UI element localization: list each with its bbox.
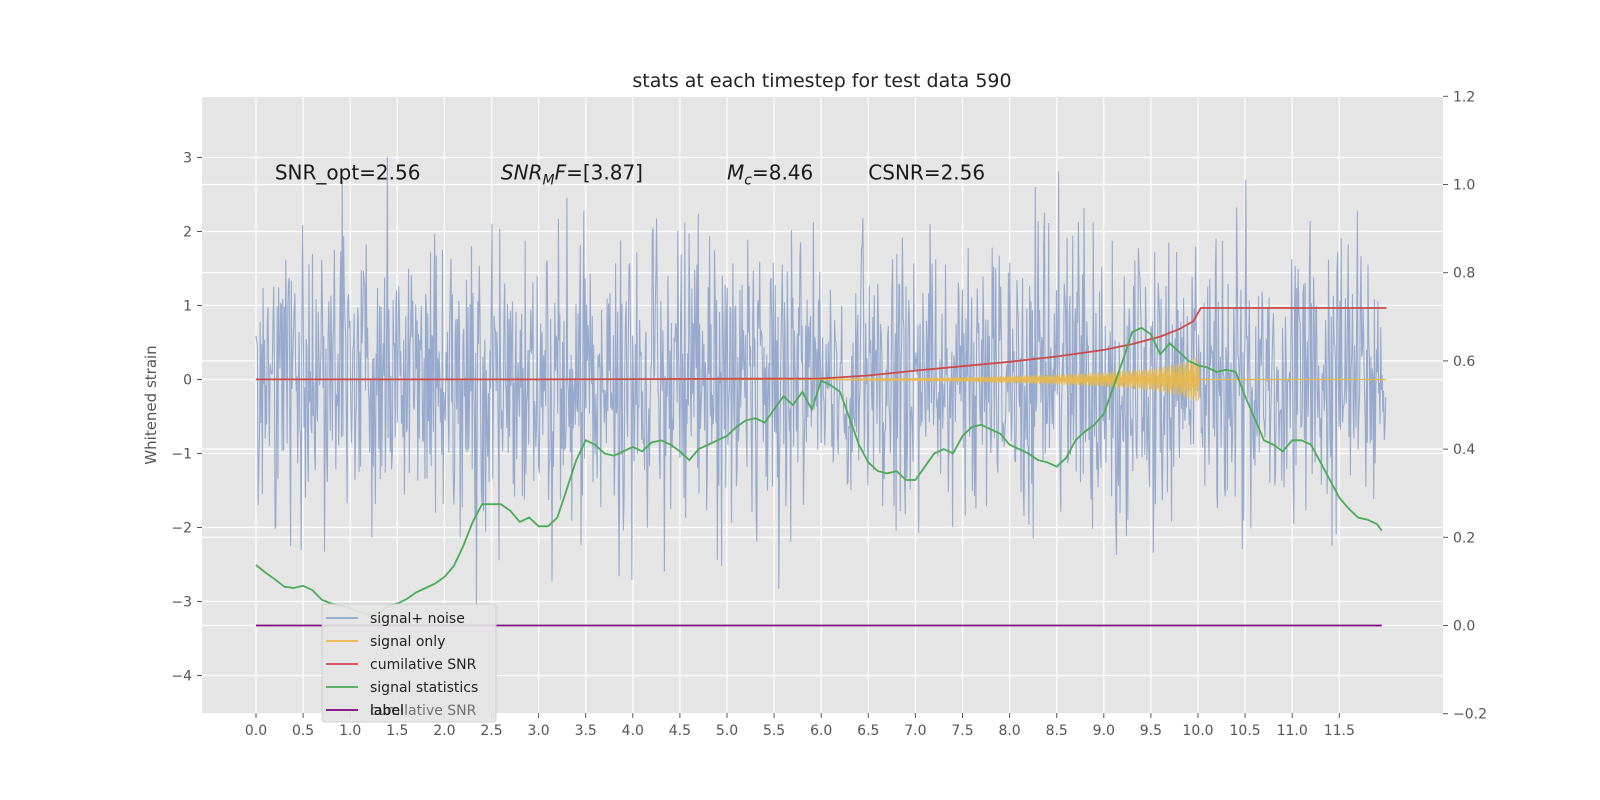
y-tick-label: 0 [183,373,192,389]
x-tick-label: 3.0 [527,723,549,739]
x-tick-label: 5.0 [716,723,738,739]
legend-box [321,603,497,723]
annotation-text: SNR_opt=2.56 [275,161,421,185]
legend-ghost-label: cumilative SNR [370,703,477,719]
cumilative-snr-line [256,307,1387,381]
x-tick-label: 6.5 [857,723,879,739]
y-axis-label: Whitened strain [142,345,160,464]
x-tick-label: 1.5 [386,723,408,739]
y2-tick-label: 0.4 [1453,442,1475,458]
x-tick-label: 8.0 [998,723,1020,739]
x-tick-label: 5.5 [763,723,785,739]
y-tick-label: 1 [183,299,192,315]
y2-tick-label: 0.6 [1453,354,1475,370]
chart-title: stats at each timestep for test data 590 [632,70,1011,92]
x-tick-label: 7.0 [904,723,926,739]
annotation-text: Mc=8.46 [727,161,813,189]
legend-label: signal statistics [370,680,478,696]
y2-tick-label: 1.0 [1453,178,1475,194]
annotations: SNR_opt=2.56 SNRMF=[3.87] Mc=8.46 CSNR=2.56 [275,161,985,189]
x-tick-label: 3.5 [575,723,597,739]
y-tick-label: −3 [171,595,192,611]
y-tick-label: −2 [171,521,192,537]
x-tick-label: 11.5 [1324,723,1355,739]
x-axis-ticks: 0.0 0.5 1.0 1.5 2.0 2.5 3.0 3.5 4.0 4.5 5.0 5.5 6.0 6… [245,713,1355,739]
x-tick-label: 6.0 [810,723,832,739]
x-tick-label: 0.5 [292,723,314,739]
legend[interactable]: signal+ noise signal only cumilative SNR si… [321,603,497,723]
x-tick-label: 9.0 [1093,723,1115,739]
x-tick-label: 10.0 [1182,723,1213,739]
y2-tick-label: 1.2 [1453,89,1475,105]
x-tick-label: 4.0 [622,723,644,739]
y-tick-label: 2 [183,225,192,241]
left-y-axis-ticks: 3 2 1 0 −1 −2 −3 −4 [171,151,202,685]
right-y-axis-ticks: 1.2 1.0 0.8 0.6 0.4 0.2 0.0 −0.2 [1443,89,1487,723]
legend-label-overlay: label [370,703,404,719]
y2-tick-label: −0.2 [1453,707,1487,723]
legend-label: signal+ noise [370,611,465,627]
annotation-text: SNRMF=[3.87] [501,161,643,189]
x-tick-label: 4.5 [669,723,691,739]
y2-tick-label: 0.2 [1453,530,1475,546]
x-tick-label: 8.5 [1046,723,1068,739]
x-tick-label: 0.0 [245,723,267,739]
x-tick-label: 10.5 [1230,723,1261,739]
legend-label: label [370,703,404,719]
y2-tick-label: 0.8 [1453,266,1475,282]
y2-tick-label: 0.0 [1453,619,1475,635]
legend-label: cumilative SNR [370,657,477,673]
y-tick-label: 3 [183,151,192,167]
annotation-text: CSNR=2.56 [868,161,985,185]
signal-only-line [821,357,1201,402]
x-tick-label: 2.0 [433,723,455,739]
x-tick-label: 2.5 [480,723,502,739]
signal-statistics-line [255,326,1383,616]
x-tick-label: 11.0 [1277,723,1308,739]
y-tick-label: −4 [171,669,192,685]
legend-label: signal only [370,634,445,650]
x-tick-label: 7.5 [951,723,973,739]
x-tick-label: 9.5 [1140,723,1162,739]
x-tick-label: 1.0 [339,723,361,739]
y-tick-label: −1 [171,447,192,463]
